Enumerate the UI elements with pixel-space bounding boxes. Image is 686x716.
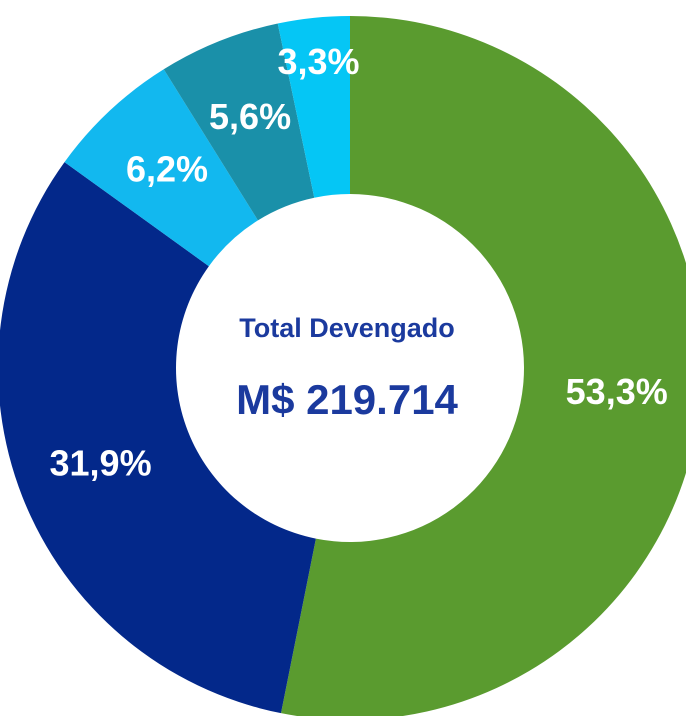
- center-title: Total Devengado: [239, 313, 455, 343]
- slice: [277, 16, 350, 198]
- slices: [0, 16, 686, 716]
- slice-label: 31,9%: [50, 443, 152, 484]
- labels: 53,3% 31,9% 6,2%5,6% 3,3%: [50, 41, 668, 483]
- slice-label: 5,6%: [209, 96, 291, 137]
- slice: [280, 16, 686, 716]
- center-value: M$ 219.714: [236, 376, 458, 423]
- slice: [64, 69, 258, 267]
- slice-label: 53,3%: [566, 371, 668, 412]
- slice-label: 3,3%: [277, 41, 359, 82]
- slice: [0, 162, 316, 714]
- slice-label: 6,2%: [126, 149, 208, 190]
- slice: [163, 23, 315, 221]
